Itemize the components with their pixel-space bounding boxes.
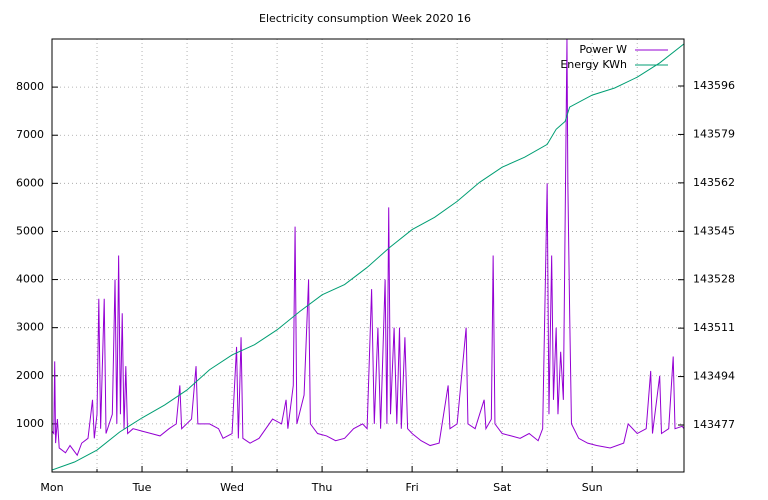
chart-title: Electricity consumption Week 2020 16 [259,12,471,25]
y-tick-label: 3000 [16,321,44,334]
y2-tick-label: 143477 [693,418,735,431]
x-tick-label: Thu [311,481,333,494]
y-tick-label: 5000 [16,224,44,237]
y2-tick-label: 143562 [693,176,735,189]
x-tick-label: Mon [40,481,63,494]
legend-label: Energy KWh [560,58,627,71]
y2-tick-label: 143494 [693,370,735,383]
series-line [52,43,684,471]
y-tick-label: 2000 [16,369,44,382]
y-tick-label: 4000 [16,273,44,286]
y-tick-label: 6000 [16,176,44,189]
plot-border [51,38,685,473]
y-tick-label: 7000 [16,128,44,141]
series-line [52,39,684,457]
y2-tick-label: 143579 [693,127,735,140]
y2-tick-label: 143528 [693,273,735,286]
legend-label: Power W [579,43,627,56]
y-tick-label: 8000 [16,80,44,93]
x-tick-label: Wed [220,481,244,494]
x-tick-label: Sun [582,481,603,494]
y2-tick-label: 143545 [693,224,735,237]
x-tick-label: Fri [406,481,419,494]
y2-tick-label: 143511 [693,321,735,334]
x-tick-label: Sat [493,481,512,494]
x-tick-label: Tue [132,481,152,494]
y-tick-label: 1000 [16,417,44,430]
y2-tick-label: 143596 [693,79,735,92]
